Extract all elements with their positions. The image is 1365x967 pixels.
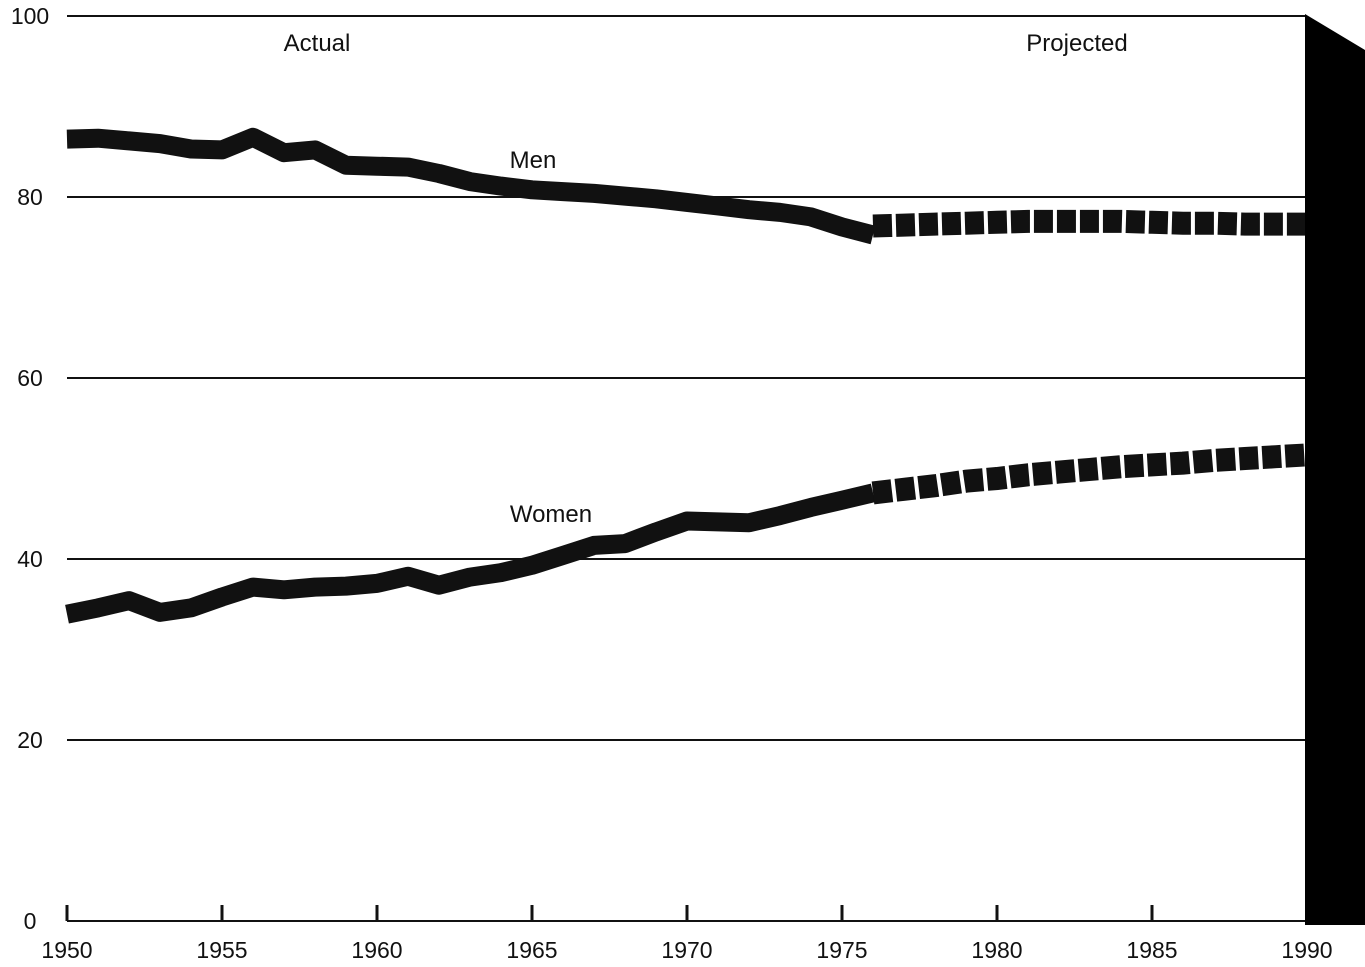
x-tick-label: 1990 (1281, 937, 1332, 963)
x-tick-label: 1965 (506, 937, 557, 963)
x-tick-label: 1975 (816, 937, 867, 963)
x-tick-label: 1960 (351, 937, 402, 963)
y-axis: 0 20 40 60 80 100 (11, 3, 49, 934)
annotations: Actual Projected Men Women (284, 30, 1128, 528)
annotation-projected: Projected (1026, 30, 1127, 57)
gridlines (67, 15, 1305, 741)
x-tick-label: 1980 (971, 937, 1022, 963)
x-axis: 1950 1955 1960 1965 1970 1975 1980 1985 1990 (41, 905, 1333, 963)
series-label-women: Women (510, 501, 592, 528)
x-tick-label: 1955 (196, 937, 247, 963)
y-tick-label: 0 (24, 908, 37, 934)
series-women-projected (871, 443, 1308, 505)
series-women-actual (65, 483, 876, 624)
x-tick-label: 1970 (661, 937, 712, 963)
x-tick-label: 1985 (1126, 937, 1177, 963)
y-tick-label: 100 (11, 3, 49, 29)
series-men-actual (66, 127, 876, 245)
y-tick-label: 20 (17, 727, 43, 753)
annotation-actual: Actual (284, 30, 351, 57)
series-lines (65, 127, 1308, 624)
y-tick-label: 60 (17, 365, 43, 391)
series-label-men: Men (510, 147, 557, 174)
dark-edge-band (1305, 14, 1365, 925)
x-tick-label: 1950 (41, 937, 92, 963)
y-tick-label: 80 (17, 184, 43, 210)
series-men-projected (872, 209, 1307, 238)
y-tick-label: 40 (17, 546, 43, 572)
